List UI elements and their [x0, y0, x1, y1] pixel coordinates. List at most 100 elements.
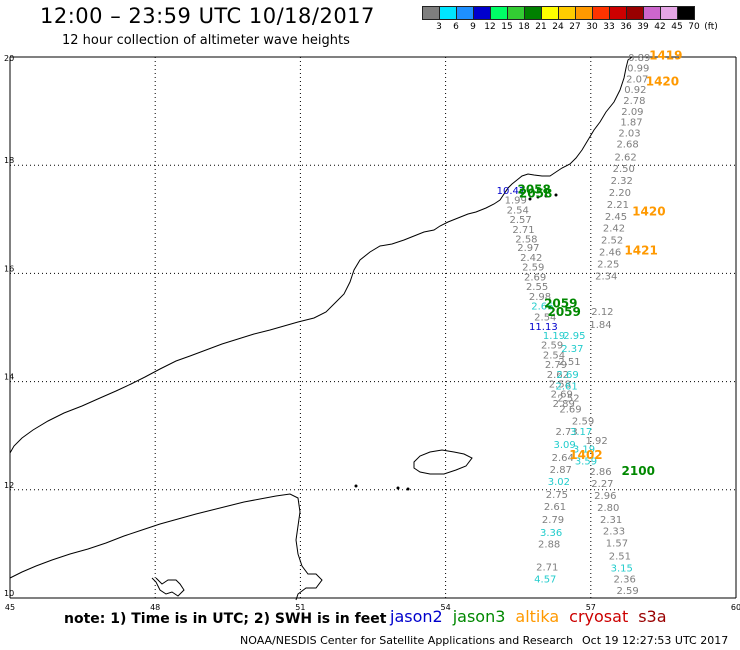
- islet: [544, 194, 548, 198]
- wave-height-value: 2.36: [614, 574, 636, 585]
- pass-time-label: 1420: [646, 75, 679, 89]
- wave-height-value: 2.52: [601, 236, 623, 247]
- wave-height-value: 2.42: [603, 224, 625, 235]
- color-legend-labels: 3 6 9 12 15 18 21 24 27 30 33 36 39 42 45 70 (ft): [422, 22, 740, 34]
- pass-time-label: 2059: [544, 296, 577, 310]
- coastline-yemen: [9, 493, 323, 601]
- wave-height-value: 2.78: [623, 96, 645, 107]
- wave-height-value: 3.59: [575, 456, 597, 467]
- wave-height-value: 2.95: [563, 331, 585, 342]
- wave-height-value: 2.58: [515, 235, 537, 246]
- wave-height-value: 1.99: [505, 196, 527, 207]
- wave-height-value: 2.59: [541, 341, 563, 352]
- wave-height-value: 2.31: [600, 515, 622, 526]
- wave-height-value: 1.57: [606, 539, 628, 550]
- wave-height-value: 2.75: [546, 490, 568, 501]
- wave-height-value: 2.61: [544, 502, 566, 513]
- legend-label: (ft): [704, 22, 718, 32]
- wave-height-value: 0.89: [628, 53, 650, 64]
- legend-label: 39: [637, 22, 649, 32]
- wave-height-value: 2.68: [616, 139, 638, 150]
- wave-height-value: 2.45: [605, 212, 627, 223]
- wave-height-value: 2.42: [520, 253, 542, 264]
- wave-height-value: 2.86: [589, 467, 611, 478]
- legend-label: 15: [501, 22, 513, 32]
- wave-height-value: 3.19: [573, 444, 595, 455]
- lon-tick-label: 45: [5, 603, 15, 612]
- legend-label: 9: [470, 22, 476, 32]
- wave-height-value: 2.32: [611, 176, 633, 187]
- islet: [396, 486, 400, 490]
- islet: [554, 193, 558, 197]
- lon-tick-label: 51: [295, 603, 305, 612]
- satellite-label-altika: altika: [515, 607, 560, 626]
- lat-tick-label: 18: [4, 156, 14, 165]
- legend-label: 45: [671, 22, 683, 32]
- wave-height-value: 2.37: [561, 344, 583, 355]
- wave-height-value: 2.79: [542, 515, 564, 526]
- wave-height-value: 2.20: [609, 188, 631, 199]
- wave-height-value: 2.79: [545, 360, 567, 371]
- wave-height-value: 2.21: [607, 200, 629, 211]
- wave-height-value: 2.46: [599, 248, 621, 259]
- pass-time-label: 2059: [547, 305, 580, 319]
- lat-tick-label: 16: [4, 264, 14, 273]
- wave-height-value: 2.25: [597, 259, 619, 270]
- wave-height-value: 11.13: [529, 322, 558, 333]
- satellite-label-cryosat: cryosat: [569, 607, 629, 626]
- wave-height-value: 0.92: [624, 85, 646, 96]
- pass-time-label: 2058: [519, 187, 552, 201]
- wave-height-value: 2.09: [621, 107, 643, 118]
- coastline-horn: [151, 577, 185, 597]
- wave-height-value: 3.15: [611, 563, 633, 574]
- wave-height-value: 2.73: [555, 427, 577, 438]
- wave-height-value: 1.92: [585, 436, 607, 447]
- wave-height-value: 2.59: [522, 263, 544, 274]
- legend-label: 18: [518, 22, 530, 32]
- wave-height-value: 2.57: [509, 215, 531, 226]
- socotra-island: [413, 449, 473, 475]
- page-title: 12:00 – 23:59 UTC 10/18/2017: [40, 4, 375, 28]
- lon-tick-label: 60: [731, 603, 740, 612]
- legend-label: 30: [586, 22, 598, 32]
- lon-tick-label: 54: [441, 603, 451, 612]
- islet: [536, 195, 540, 199]
- pass-time-label: 1419: [649, 49, 682, 63]
- legend-label: 6: [453, 22, 459, 32]
- wave-height-value: 1.19: [543, 331, 565, 342]
- wave-height-value: 2.54: [507, 205, 529, 216]
- wave-height-value: 2.50: [613, 164, 635, 175]
- legend-label: 21: [535, 22, 547, 32]
- wave-height-value: 2.87: [550, 465, 572, 476]
- wave-height-value: 2.97: [517, 243, 539, 254]
- lat-tick-label: 14: [4, 373, 14, 382]
- wave-height-value: 2.34: [595, 271, 617, 282]
- wave-height-value: 2.54: [543, 350, 565, 361]
- wave-height-value: 2.62: [547, 370, 569, 381]
- wave-height-value: 3.02: [548, 477, 570, 488]
- wave-height-value: 2.62: [615, 152, 637, 163]
- wave-height-value: 3.09: [554, 440, 576, 451]
- islet: [528, 197, 532, 201]
- pass-time-label: 2100: [622, 464, 655, 478]
- wave-height-value: 2.03: [618, 129, 640, 140]
- generated-timestamp: Oct 19 12:27:53 UTC 2017: [582, 634, 729, 647]
- wave-height-value: 2.52: [557, 394, 579, 405]
- wave-height-value: 2.69: [551, 389, 573, 400]
- wave-height-value: 2.55: [526, 282, 548, 293]
- lat-tick-label: 12: [4, 481, 14, 490]
- satellite-label-jason3: jason3: [452, 607, 506, 626]
- wave-height-value: 2.64: [552, 453, 574, 464]
- wave-height-value: 1.87: [620, 118, 642, 129]
- wave-height-value: 2.69: [524, 272, 546, 283]
- wave-height-value: 2.89: [553, 399, 575, 410]
- lon-tick-label: 48: [150, 603, 160, 612]
- color-legend-bar: [422, 6, 695, 20]
- wave-height-values: 0.890.992.070.922.782.091.872.032.68 2.62…: [497, 53, 651, 597]
- wave-height-value: 2.98: [529, 292, 551, 303]
- wave-height-value: 2.59: [616, 586, 638, 597]
- satellite-label-s3a: s3a: [638, 607, 667, 626]
- lat-tick-label: 20: [4, 54, 14, 63]
